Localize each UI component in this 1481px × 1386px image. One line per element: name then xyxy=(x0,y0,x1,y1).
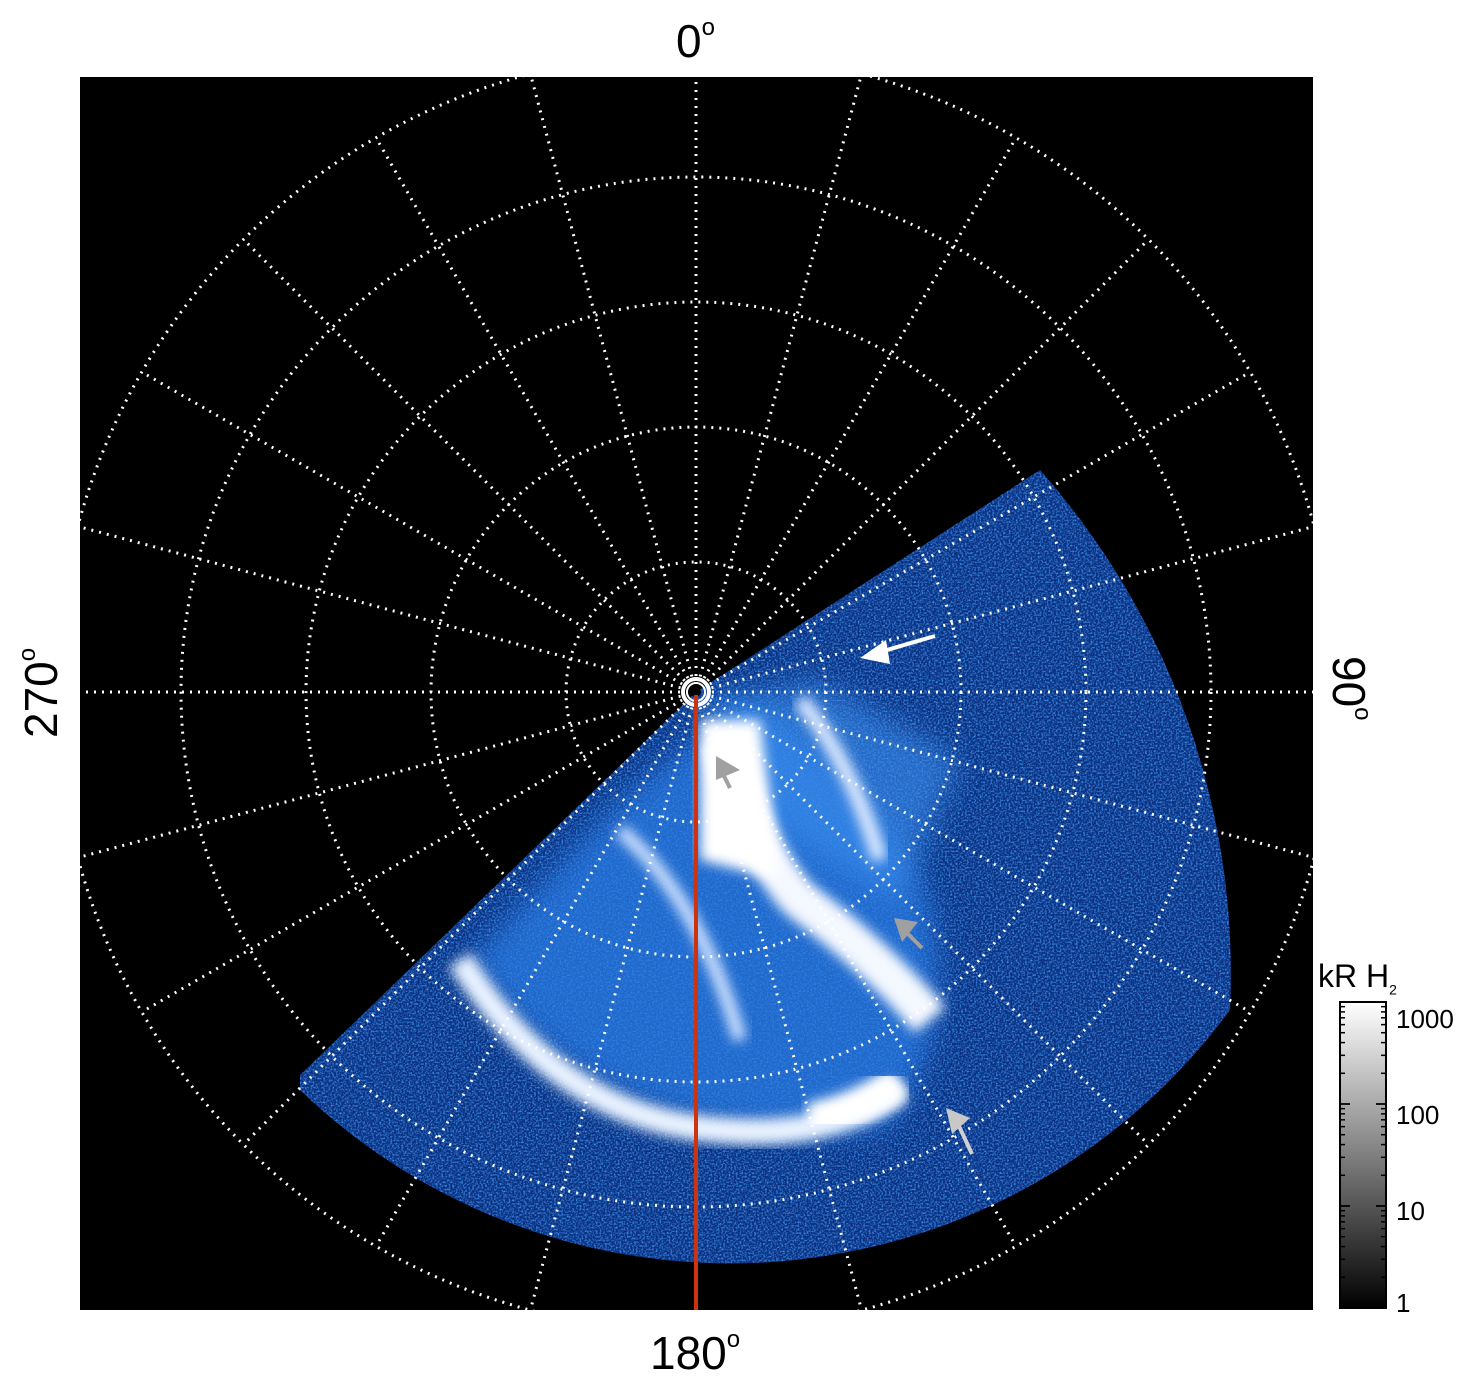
grid-meridian-line xyxy=(694,691,864,1310)
label-270-degrees: 270o xyxy=(14,647,67,738)
grid-meridian-line xyxy=(695,690,1313,859)
arrow-white-icon xyxy=(860,634,936,664)
grid-latitude-circle xyxy=(304,300,1088,1084)
grid-meridian-line xyxy=(695,370,1252,694)
grid-meridian-line xyxy=(694,690,1150,1146)
arrow-gray-icon xyxy=(716,756,740,789)
grid-meridian-line xyxy=(140,370,697,694)
colorbar-ticks xyxy=(1340,1001,1386,1309)
grid-meridian-line xyxy=(528,691,698,1310)
grid-meridian-line xyxy=(242,238,698,694)
colorbar-tick-label: 1000 xyxy=(1396,1004,1454,1034)
label-0-degrees: 0o xyxy=(676,14,715,67)
grid-meridian-line xyxy=(80,690,697,859)
grid-meridian-line xyxy=(140,690,697,1014)
arrow-gray-icon xyxy=(946,1108,974,1155)
grid-meridian-line xyxy=(695,690,1252,1014)
colorbar-title: kR H2 xyxy=(1318,958,1397,998)
arrow-gray-icon xyxy=(894,918,924,950)
grid-meridian-line xyxy=(80,525,697,694)
label-180-degrees: 180o xyxy=(650,1326,741,1379)
colorbar-tick-label: 100 xyxy=(1396,1100,1440,1130)
colorbar-tick-label: 1 xyxy=(1396,1288,1411,1318)
colorbar xyxy=(1339,1001,1387,1309)
grid-meridian-line xyxy=(694,77,863,693)
grid-meridian-line xyxy=(374,136,698,693)
grid-meridian-line xyxy=(695,525,1313,694)
grid-meridian-line xyxy=(529,77,698,693)
grid-meridian-line xyxy=(242,690,698,1146)
grid-meridian-line xyxy=(694,136,1018,693)
colorbar-tick-label: 10 xyxy=(1396,1196,1425,1226)
grid-meridian-line xyxy=(694,691,1018,1248)
grid-meridian-line xyxy=(694,238,1150,694)
grid-meridian-line xyxy=(374,691,698,1248)
label-90-degrees: 90o xyxy=(1323,656,1376,721)
